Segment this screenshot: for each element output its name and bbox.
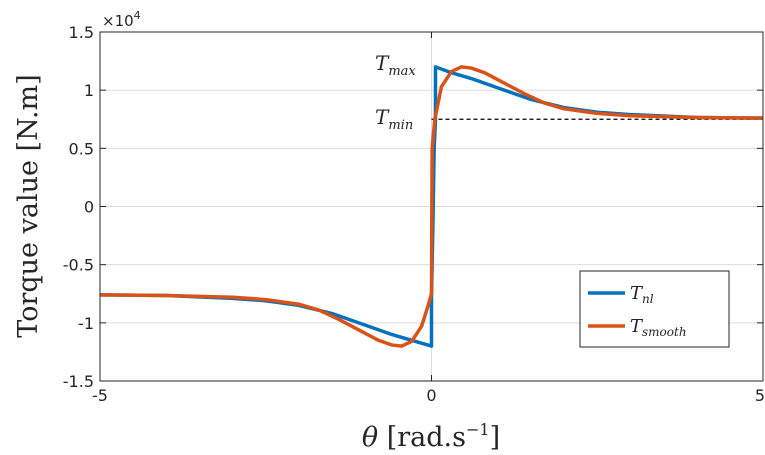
legend-label-tsmooth: Tsmooth	[630, 316, 687, 339]
series-line-smooth	[99, 65, 764, 348]
plot-area	[99, 65, 764, 348]
y-tick-label: -1.5	[63, 372, 94, 391]
legend-box	[579, 270, 730, 348]
y-tick-label: -1	[78, 314, 94, 333]
legend-label-tnl: Tnl	[630, 283, 654, 306]
y-tick-label: -0.5	[63, 256, 94, 275]
tmax-annotation: Tmax	[375, 51, 416, 79]
legend: Tnl Tsmooth	[579, 270, 730, 348]
y-tick-label: 0	[84, 198, 94, 217]
y-axis-label: Torque value [N.m]	[13, 74, 44, 337]
tick-marks	[99, 31, 764, 382]
x-tick-label: -5	[92, 386, 108, 405]
y-exponent-label: ×104	[102, 9, 141, 30]
x-tick-label: 0	[426, 386, 436, 405]
y-tick-label: 1	[84, 81, 94, 100]
tmin-annotation: Tmin	[375, 105, 413, 133]
tick-labels: -5 0 5 -1.5 -1 -0.5 0 0.5 1 1.5	[63, 23, 765, 405]
y-tick-label: 1.5	[69, 23, 94, 42]
y-tick-label: 0.5	[69, 139, 94, 158]
x-axis-label: θ [rad.s−1]	[362, 420, 500, 453]
x-tick-label: 5	[755, 386, 765, 405]
